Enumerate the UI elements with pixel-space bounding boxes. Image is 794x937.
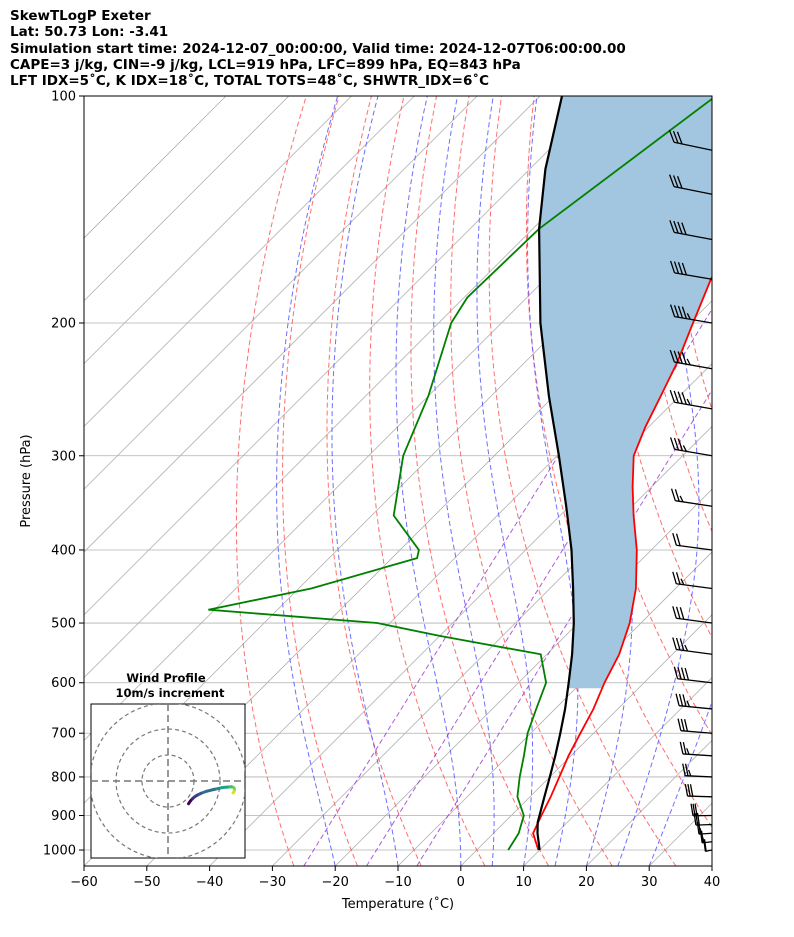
wind-barb: [672, 637, 713, 655]
y-tick-label: 800: [51, 770, 76, 785]
isotherm-gridline: [84, 96, 478, 490]
wind-barb: [669, 304, 713, 324]
title-line-5: LFT IDX=5˚C, K IDX=18˚C, TOTAL TOTS=48˚C…: [10, 73, 490, 90]
dry-adiabat: [369, 96, 486, 866]
wind-barb: [668, 129, 713, 151]
isotherm-gridline: [84, 96, 352, 365]
y-tick-label: 1000: [43, 844, 76, 859]
wind-barb: [682, 763, 713, 778]
wind-profile-inset: Wind Profile 10m/s increment: [90, 671, 246, 859]
moist-adiabat: [617, 96, 700, 866]
chart-title: SkewTLogP Exeter Lat: 50.73 Lon: -3.41 S…: [10, 8, 626, 89]
title-line-4: CAPE=3 j/kg, CIN=-9 j/kg, LCL=919 hPa, L…: [10, 56, 521, 73]
wind-barb: [669, 349, 713, 370]
dry-adiabat: [525, 96, 712, 829]
wind-barb: [669, 220, 713, 241]
dry-adiabat: [326, 96, 422, 866]
wind-barb: [677, 718, 713, 734]
moist-adiabat: [648, 700, 712, 866]
moist-adiabat: [276, 96, 339, 866]
moist-adiabat: [331, 96, 399, 866]
moist-adiabat: [395, 96, 462, 866]
isotherm-gridline: [84, 96, 666, 679]
x-tick-label: −40: [196, 875, 223, 890]
wind-barb: [672, 533, 713, 551]
dry-adiabat: [488, 96, 677, 866]
wind-barb: [669, 260, 713, 280]
isotherm-gridline: [84, 96, 227, 239]
isotherm-gridline: [84, 96, 290, 302]
x-tick-label: −60: [70, 875, 97, 890]
wind-barb: [669, 390, 713, 410]
wind-barb: [669, 437, 713, 457]
isotherm-gridline: [523, 677, 712, 866]
x-tick-label: 10: [515, 875, 532, 890]
x-tick-label: 20: [578, 875, 595, 890]
parcel-profile: [536, 96, 575, 851]
x-tick-label: −20: [321, 875, 348, 890]
x-tick-label: −30: [259, 875, 286, 890]
axes-ticks: −60 −50 −40 −30 −20 −10 0 10 20 30 40 100 200 300 400 5…: [43, 90, 720, 891]
dry-adiabat: [235, 96, 307, 866]
cape-area: [539, 96, 712, 689]
y-tick-label: 300: [51, 449, 76, 464]
title-line-3: Simulation start time: 2024-12-07_00:00:…: [10, 40, 626, 57]
wind-barb: [670, 488, 713, 507]
y-tick-label: 500: [51, 617, 76, 632]
x-tick-label: 0: [457, 875, 465, 890]
moist-adiabat: [527, 96, 579, 866]
dry-adiabat: [410, 96, 550, 866]
y-tick-label: 400: [51, 543, 76, 558]
wind-barb: [684, 783, 713, 798]
wind-barb: [668, 174, 713, 195]
dewpoint-profile: [208, 97, 712, 851]
title-line-1: SkewTLogP Exeter: [10, 8, 151, 24]
hodograph-segment: [187, 799, 192, 806]
plot-area: [84, 96, 794, 866]
title-line-2: Lat: 50.73 Lon: -3.41: [10, 24, 169, 41]
wind-barb: [673, 666, 713, 684]
x-tick-label: 40: [704, 875, 721, 890]
dry-adiabat: [762, 96, 794, 866]
inset-title: Wind Profile: [126, 671, 206, 685]
y-tick-label: 600: [51, 676, 76, 691]
x-tick-label: −50: [133, 875, 160, 890]
isotherm-gridline: [84, 96, 541, 553]
x-axis-label: Temperature (˚C): [341, 896, 454, 912]
dry-adiabat: [663, 96, 712, 412]
dry-adiabat: [450, 96, 613, 866]
isotherm-gridline: [84, 96, 604, 616]
isotherm-gridline: [460, 614, 712, 866]
isotherm-gridline: [84, 96, 415, 427]
y-tick-label: 700: [51, 727, 76, 742]
isotherm-gridline: [272, 425, 712, 866]
wind-barb: [690, 803, 713, 817]
y-axis-label: Pressure (hPa): [19, 434, 34, 527]
y-tick-label: 100: [51, 90, 76, 105]
y-tick-label: 200: [51, 316, 76, 331]
x-tick-label: −10: [384, 875, 411, 890]
inset-subtitle: 10m/s increment: [116, 686, 225, 700]
isotherm-gridline: [334, 488, 712, 866]
wind-barb: [672, 606, 713, 624]
wind-barb: [679, 741, 713, 757]
isotherm-gridline: [146, 300, 712, 866]
y-tick-label: 900: [51, 809, 76, 824]
dry-adiabat: [729, 96, 794, 866]
moist-adiabat: [433, 96, 495, 866]
wind-barb: [675, 693, 713, 710]
wind-barb: [672, 571, 713, 590]
x-tick-label: 30: [641, 875, 658, 890]
dry-adiabat: [282, 96, 358, 866]
isotherm-gridline: [711, 865, 712, 866]
